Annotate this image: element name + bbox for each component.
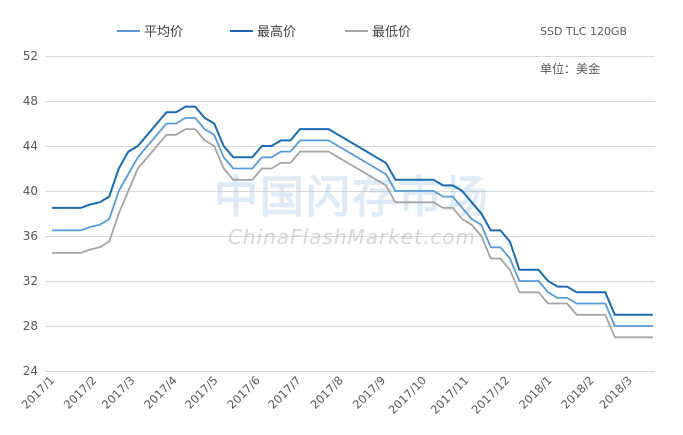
x-tick-label: 2017/7	[265, 373, 304, 412]
x-tick-label: 2017/10	[385, 373, 429, 417]
legend-label-average: 平均价	[144, 25, 183, 40]
legend-item-average: 平均价	[117, 25, 183, 40]
legend-label-highest: 最高价	[257, 24, 296, 40]
x-tick-label: 2018/1	[516, 373, 555, 412]
x-tick-label: 2017/6	[224, 373, 263, 412]
x-tick-label: 2017/1	[19, 373, 58, 412]
series-line-highest	[52, 105, 653, 316]
x-tick-label: 2017/11	[428, 373, 472, 417]
y-tick-label: 36	[23, 229, 38, 243]
y-tick-label: 28	[23, 319, 38, 333]
y-tick-label: 52	[23, 49, 38, 63]
y-tick-label: 40	[23, 184, 38, 198]
x-tick-label: 2017/5	[182, 373, 221, 412]
x-tick-label: 2018/3	[596, 373, 635, 412]
legend: 平均价 最高价 最低价	[117, 24, 411, 40]
x-tick-label: 2017/2	[61, 373, 100, 412]
unit-annotation: 单位：美金	[540, 61, 600, 76]
y-tick-label: 32	[23, 274, 38, 288]
y-tick-label: 44	[23, 139, 38, 153]
watermark-en: ChinaFlashMarket.com	[228, 225, 476, 249]
legend-item-highest: 最高价	[230, 24, 296, 40]
x-axis: 2017/1 2017/2 2017/3 2017/4 2017/5 2017/6 2017…	[19, 373, 635, 417]
x-tick-label: 2017/9	[350, 373, 389, 412]
x-tick-label: 2017/4	[141, 373, 180, 412]
chart-title: SSD TLC 120GB	[540, 25, 627, 38]
series-line-average	[52, 117, 653, 327]
x-tick-label: 2017/3	[99, 373, 138, 412]
y-tick-label: 24	[23, 364, 38, 378]
x-tick-label: 2017/8	[308, 373, 347, 412]
y-tick-label: 48	[23, 94, 38, 108]
legend-label-lowest: 最低价	[372, 25, 411, 40]
y-axis: 24 28 32 36 40 44 48 52	[23, 49, 38, 378]
watermark-cn: 中国闪存市场	[214, 172, 490, 223]
x-tick-label: 2017/12	[469, 373, 513, 417]
series-line-lowest	[52, 128, 653, 339]
legend-item-lowest: 最低价	[345, 25, 411, 40]
watermark: 中国闪存市场 ChinaFlashMarket.com	[214, 172, 490, 249]
x-tick-label: 2018/2	[558, 373, 597, 412]
series-lines	[52, 105, 653, 339]
